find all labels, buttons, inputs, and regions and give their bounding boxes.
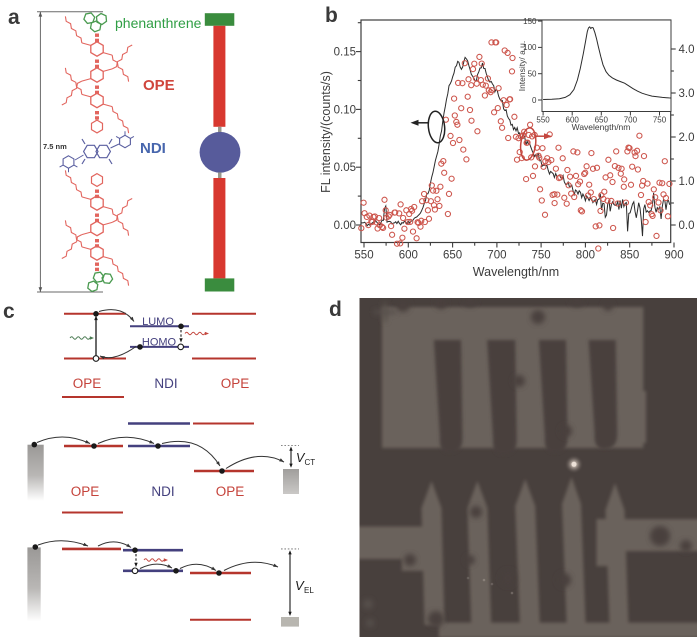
svg-text:750: 750 bbox=[532, 250, 551, 262]
svg-text:a: a bbox=[8, 6, 20, 29]
svg-text:800: 800 bbox=[576, 250, 595, 262]
svg-text:EL: EL bbox=[304, 586, 314, 595]
svg-text:750: 750 bbox=[653, 116, 667, 125]
svg-text:NDI: NDI bbox=[140, 140, 166, 157]
svg-text:NDI: NDI bbox=[154, 376, 177, 391]
svg-text:Intensity/ a.u.: Intensity/ a.u. bbox=[517, 41, 527, 92]
svg-text:4.0: 4.0 bbox=[679, 44, 695, 56]
svg-text:650: 650 bbox=[443, 250, 462, 262]
svg-text:0.0: 0.0 bbox=[679, 220, 695, 232]
svg-text:OPE: OPE bbox=[73, 376, 102, 391]
svg-text:1.0: 1.0 bbox=[679, 176, 695, 188]
svg-text:V: V bbox=[296, 451, 306, 465]
svg-text:0: 0 bbox=[532, 96, 537, 105]
svg-text:0.05: 0.05 bbox=[334, 162, 356, 174]
svg-text:150: 150 bbox=[523, 17, 537, 26]
svg-text:phenanthrene: phenanthrene bbox=[115, 15, 202, 31]
svg-text:OPE: OPE bbox=[71, 484, 100, 499]
svg-text:600: 600 bbox=[399, 250, 418, 262]
svg-text:0.15: 0.15 bbox=[334, 47, 356, 59]
svg-text:0.00: 0.00 bbox=[334, 220, 356, 232]
svg-text:CT: CT bbox=[305, 458, 316, 467]
svg-text:V: V bbox=[295, 578, 305, 593]
svg-text:700: 700 bbox=[487, 250, 506, 262]
svg-text:FL intensity/(counts/s): FL intensity/(counts/s) bbox=[319, 71, 333, 193]
svg-text:OPE: OPE bbox=[143, 77, 175, 94]
svg-text:0.10: 0.10 bbox=[334, 104, 356, 116]
svg-text:OPE: OPE bbox=[216, 484, 245, 499]
svg-text:d: d bbox=[329, 298, 342, 321]
svg-text:b: b bbox=[325, 4, 338, 27]
svg-text:650: 650 bbox=[595, 116, 609, 125]
svg-text:550: 550 bbox=[354, 250, 373, 262]
svg-text:NDI: NDI bbox=[151, 484, 174, 499]
svg-text:50: 50 bbox=[528, 70, 537, 79]
svg-text:HOMO: HOMO bbox=[142, 336, 177, 348]
svg-text:900: 900 bbox=[664, 250, 683, 262]
svg-text:LUMO: LUMO bbox=[142, 316, 174, 328]
svg-text:7.5 nm: 7.5 nm bbox=[43, 142, 67, 151]
svg-text:c: c bbox=[3, 300, 15, 323]
svg-text:700: 700 bbox=[624, 116, 638, 125]
svg-text:850: 850 bbox=[620, 250, 639, 262]
svg-text:Wavelength/nm: Wavelength/nm bbox=[572, 122, 631, 132]
svg-text:550: 550 bbox=[536, 116, 550, 125]
svg-text:600: 600 bbox=[566, 116, 580, 125]
svg-text:100: 100 bbox=[523, 43, 537, 52]
svg-text:3.0: 3.0 bbox=[679, 88, 695, 100]
svg-text:2.0: 2.0 bbox=[679, 132, 695, 144]
svg-text:OPE: OPE bbox=[221, 376, 250, 391]
svg-text:Wavelength/nm: Wavelength/nm bbox=[473, 265, 559, 279]
